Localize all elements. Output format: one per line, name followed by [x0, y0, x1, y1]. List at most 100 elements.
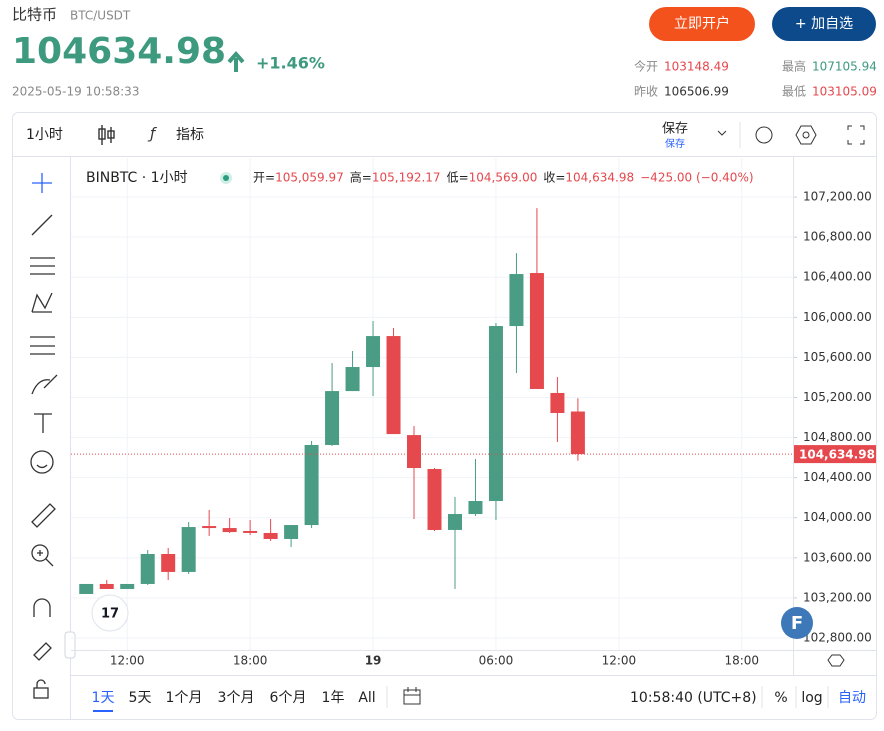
range-button[interactable]: 5天: [129, 690, 152, 706]
drawing-tools[interactable]: [30, 173, 58, 699]
settings-icon[interactable]: [795, 125, 817, 145]
collapse-tab[interactable]: [64, 631, 76, 659]
x-tick-label: 06:00: [479, 654, 514, 668]
candle-body: [99, 583, 114, 589]
legend-change: −425.00 (−0.40%): [640, 171, 753, 185]
stat-value: 103105.09: [812, 85, 877, 99]
candle-body: [550, 392, 565, 414]
status-dot: [223, 175, 229, 181]
legend-value: 104,634.98: [565, 171, 634, 185]
watchlist-button[interactable]: [772, 7, 876, 41]
candle-body: [263, 532, 278, 539]
candle-body: [304, 444, 319, 526]
stat-label: 今开: [634, 59, 658, 74]
x-tick-label: 12:00: [110, 654, 145, 668]
stat-value: 103148.49: [664, 60, 729, 74]
timestamp: 2025-05-19 10:58:33: [12, 85, 139, 99]
range-button[interactable]: 1年: [322, 690, 345, 706]
stat-label: 最高: [782, 59, 806, 74]
interval[interactable]: 1小时: [26, 127, 63, 143]
x-tick-label: 18:00: [233, 654, 268, 668]
candle-body: [427, 469, 442, 530]
candle-body: [120, 583, 135, 589]
percent-toggle[interactable]: %: [774, 690, 787, 706]
candle-body: [509, 274, 524, 327]
candle-body: [284, 525, 299, 539]
axis-settings-icon[interactable]: [827, 654, 845, 667]
candle-body: [325, 391, 340, 445]
legend-label: 高=: [350, 170, 372, 185]
legend-value: 105,059.97: [275, 171, 344, 185]
open-account-label[interactable]: 立即开户: [674, 15, 730, 32]
candle-body: [529, 273, 544, 389]
legend-label: 收=: [543, 171, 565, 185]
asset-name: 比特币: [12, 6, 57, 24]
tv-logo-mark: 17: [101, 607, 119, 622]
save[interactable]: 保存: [662, 122, 688, 137]
y-tick-label: 103,200.00: [803, 590, 872, 604]
y-tick-label: 106,400.00: [803, 270, 872, 284]
range-button[interactable]: 6个月: [270, 690, 307, 706]
y-tick-label: 104,400.00: [803, 470, 872, 484]
fullscreen-icon[interactable]: [847, 125, 865, 145]
y-tick-label: 104,800.00: [803, 430, 872, 444]
date-range-icon[interactable]: [403, 687, 421, 705]
candle-body: [447, 514, 462, 530]
candle-body: [488, 326, 503, 501]
candle-body: [79, 583, 94, 594]
y-tick-label: 104,000.00: [803, 510, 872, 524]
save-sub[interactable]: 保存: [665, 137, 685, 150]
alert-icon[interactable]: [755, 126, 773, 144]
change: +1.46%: [256, 54, 325, 73]
stat-value: 106506.99: [664, 85, 729, 99]
fx-icon[interactable]: ƒ: [147, 125, 157, 143]
last-price-label: 104,634.98: [799, 448, 875, 462]
f-badge[interactable]: [781, 607, 813, 639]
settings-icon-dot: [802, 131, 810, 139]
candle-body: [181, 527, 196, 572]
f-badge-mark: F: [791, 613, 803, 634]
y-tick-label: 105,600.00: [803, 350, 872, 364]
clock: 10:58:40 (UTC+8): [630, 690, 757, 706]
candle-body: [386, 336, 401, 435]
candle-body: [222, 528, 237, 533]
legend-value: 104,569.00: [469, 171, 538, 185]
x-tick-label: 19: [365, 654, 382, 668]
y-tick-label: 106,800.00: [803, 230, 872, 244]
range-button[interactable]: 1个月: [166, 690, 203, 706]
legend-label: 低=: [447, 171, 469, 185]
log-toggle[interactable]: log: [801, 690, 822, 706]
candle-body: [140, 554, 155, 584]
chart-frame: [12, 112, 877, 720]
y-tick-label: 103,600.00: [803, 550, 872, 564]
watchlist-label[interactable]: + 加自选: [795, 16, 853, 32]
candle-body: [468, 500, 483, 515]
candle-body: [243, 530, 258, 533]
range-button[interactable]: All: [358, 690, 375, 706]
y-tick-label: 106,000.00: [803, 310, 872, 324]
legend-value: 105,192.17: [372, 171, 441, 185]
last-price-box: [793, 445, 876, 464]
price: 104634.98: [12, 31, 226, 72]
stat-label: 最低: [782, 85, 806, 99]
stat-value: 107105.94: [812, 60, 877, 74]
legend-symbol: BINBTC · 1小时: [86, 170, 188, 186]
candle-body: [570, 411, 585, 455]
auto-toggle[interactable]: 自动: [838, 690, 866, 706]
asset-pair: BTC/USDT: [70, 9, 131, 23]
indicators[interactable]: 指标: [176, 127, 204, 143]
x-tick-label: 12:00: [602, 654, 637, 668]
candle-body: [407, 435, 422, 469]
y-tick-label: 105,200.00: [803, 390, 872, 404]
range-button[interactable]: 1天: [92, 690, 115, 706]
candle-body: [345, 367, 360, 392]
up-arrow: [227, 50, 245, 72]
candle-type-icon[interactable]: [98, 125, 115, 145]
range-button[interactable]: 3个月: [218, 690, 255, 706]
tv-logo[interactable]: [91, 594, 129, 632]
stat-label: 昨收: [634, 85, 658, 99]
save-dropdown[interactable]: [717, 130, 727, 136]
open-account-button[interactable]: [649, 7, 755, 41]
x-tick-label: 18:00: [724, 654, 759, 668]
